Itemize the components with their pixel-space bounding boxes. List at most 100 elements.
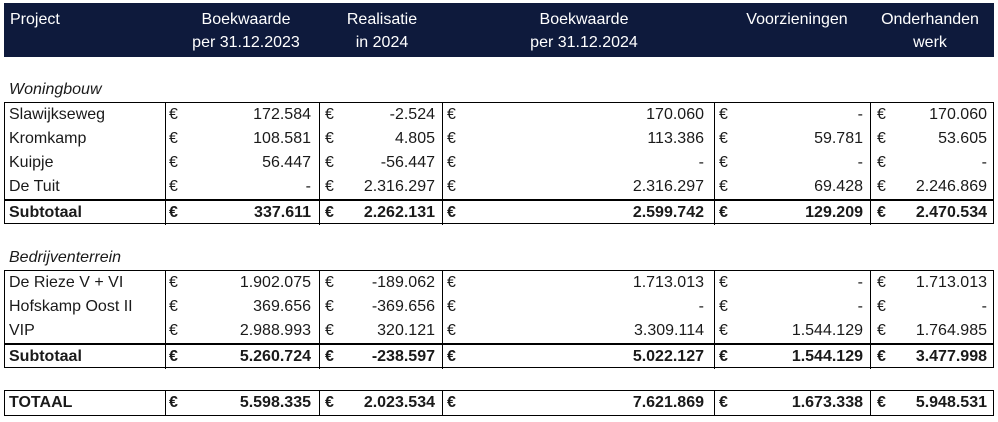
column-divider [870, 391, 871, 415]
column-divider [714, 295, 715, 319]
column-divider [442, 175, 443, 199]
currency-symbol: € [719, 204, 728, 221]
cell-bw2023: 337.611 [254, 204, 311, 221]
currency-symbol: € [877, 322, 886, 339]
column-divider [165, 103, 166, 127]
cell-ohw: 5.948.531 [915, 394, 987, 411]
currency-symbol: € [169, 204, 178, 221]
column-divider [870, 319, 871, 343]
header-real-line2: in 2024 [355, 34, 409, 51]
header-bw2023-line1: Boekwaarde [201, 11, 291, 28]
column-divider [870, 345, 871, 369]
column-divider [870, 175, 871, 199]
currency-symbol: € [169, 348, 178, 365]
currency-symbol: € [447, 348, 456, 365]
subtotal-row: Subtotaal €5.260.724 € -238.597 €5.022.127 €1… [5, 343, 993, 369]
cell-voorz: 59.781 [814, 130, 863, 147]
row-name: TOTAAL [9, 394, 73, 411]
cell-bw2024: - [698, 154, 704, 171]
column-divider [165, 271, 166, 295]
row-name: Subtotaal [9, 348, 82, 365]
currency-symbol: € [447, 106, 456, 123]
currency-symbol: € [877, 348, 886, 365]
table-total: TOTAAL €5.598.335 €2.023.534 €7.621.869 €1.6… [4, 390, 994, 416]
column-divider [714, 345, 715, 369]
row-name: Kuipje [9, 154, 54, 171]
currency-symbol: € [169, 130, 178, 147]
row-name: De Tuit [9, 178, 60, 195]
currency-symbol: € [877, 204, 886, 221]
row-name: Hofskamp Oost II [9, 298, 133, 315]
currency-symbol: € [719, 394, 728, 411]
currency-symbol: € [325, 204, 334, 221]
column-divider [870, 127, 871, 151]
column-divider [165, 319, 166, 343]
column-divider [319, 391, 320, 415]
cell-voorz: 1.544.129 [791, 348, 863, 365]
column-divider [870, 295, 871, 319]
table-row: VIP €2.988.993 €320.121 €3.309.114 €1.544.12… [5, 319, 993, 343]
currency-symbol: € [169, 298, 178, 315]
table-row: Kromkamp €108.581 €4.805 €113.386 €59.781 €53… [5, 127, 993, 151]
column-divider [319, 319, 320, 343]
header-ohw-line2: werk [913, 34, 947, 51]
cell-real: 4.805 [394, 130, 435, 147]
cell-real: -238.597 [371, 348, 435, 365]
currency-symbol: € [877, 130, 886, 147]
currency-symbol: € [325, 178, 334, 195]
cell-ohw: - [981, 154, 987, 171]
currency-symbol: € [447, 394, 456, 411]
currency-symbol: € [325, 274, 334, 291]
column-divider [442, 151, 443, 175]
cell-bw2024: 2.599.742 [632, 204, 704, 221]
cell-bw2024: 113.386 [647, 130, 704, 147]
cell-real: 320.121 [377, 322, 435, 339]
currency-symbol: € [719, 298, 728, 315]
cell-bw2024: 5.022.127 [632, 348, 704, 365]
cell-voorz: 69.428 [814, 178, 863, 195]
currency-symbol: € [877, 394, 886, 411]
column-divider [319, 127, 320, 151]
column-divider [714, 319, 715, 343]
currency-symbol: € [169, 178, 178, 195]
currency-symbol: € [447, 178, 456, 195]
cell-voorz: 1.544.129 [791, 322, 863, 339]
cell-voorz: 129.209 [805, 204, 863, 221]
column-divider [165, 151, 166, 175]
cell-real: 2.023.534 [363, 394, 435, 411]
section-title-woningbouw: Woningbouw [9, 81, 102, 98]
table-woningbouw: Slawijkseweg €172.584 € -2.524 €170.060 € - €17… [4, 102, 994, 225]
column-divider [165, 345, 166, 369]
cell-voorz: - [857, 274, 863, 291]
currency-symbol: € [169, 274, 178, 291]
cell-bw2024: 3.309.114 [634, 322, 704, 339]
cell-real: -56.447 [380, 154, 435, 171]
cell-ohw: 170.060 [929, 106, 987, 123]
column-divider [165, 391, 166, 415]
table-row: Hofskamp Oost II €369.656 € -369.656 € - € - € - [5, 295, 993, 319]
column-divider [714, 151, 715, 175]
currency-symbol: € [325, 348, 334, 365]
row-name: Slawijkseweg [9, 106, 106, 123]
currency-symbol: € [325, 298, 334, 315]
cell-real: -2.524 [389, 106, 435, 123]
cell-voorz: 1.673.338 [791, 394, 863, 411]
cell-bw2023: 56.447 [262, 154, 311, 171]
cell-bw2024: 1.713.013 [632, 274, 704, 291]
currency-symbol: € [877, 106, 886, 123]
currency-symbol: € [719, 106, 728, 123]
section-title-bedrijventerrein: Bedrijventerrein [9, 249, 122, 266]
column-divider [165, 127, 166, 151]
currency-symbol: € [447, 298, 456, 315]
header-voorzieningen: Voorzieningen [746, 11, 848, 28]
currency-symbol: € [719, 154, 728, 171]
cell-bw2023: 2.988.993 [239, 322, 311, 339]
cell-bw2023: 5.598.335 [239, 394, 311, 411]
column-divider [319, 201, 320, 225]
header-bw2024-line2: per 31.12.2024 [530, 34, 638, 51]
table-row: De Tuit € - €2.316.297 €2.316.297 €69.428 €2.2… [5, 175, 993, 199]
currency-symbol: € [877, 298, 886, 315]
cell-real: -369.656 [371, 298, 435, 315]
column-divider [319, 103, 320, 127]
cell-bw2023: 369.656 [253, 298, 311, 315]
